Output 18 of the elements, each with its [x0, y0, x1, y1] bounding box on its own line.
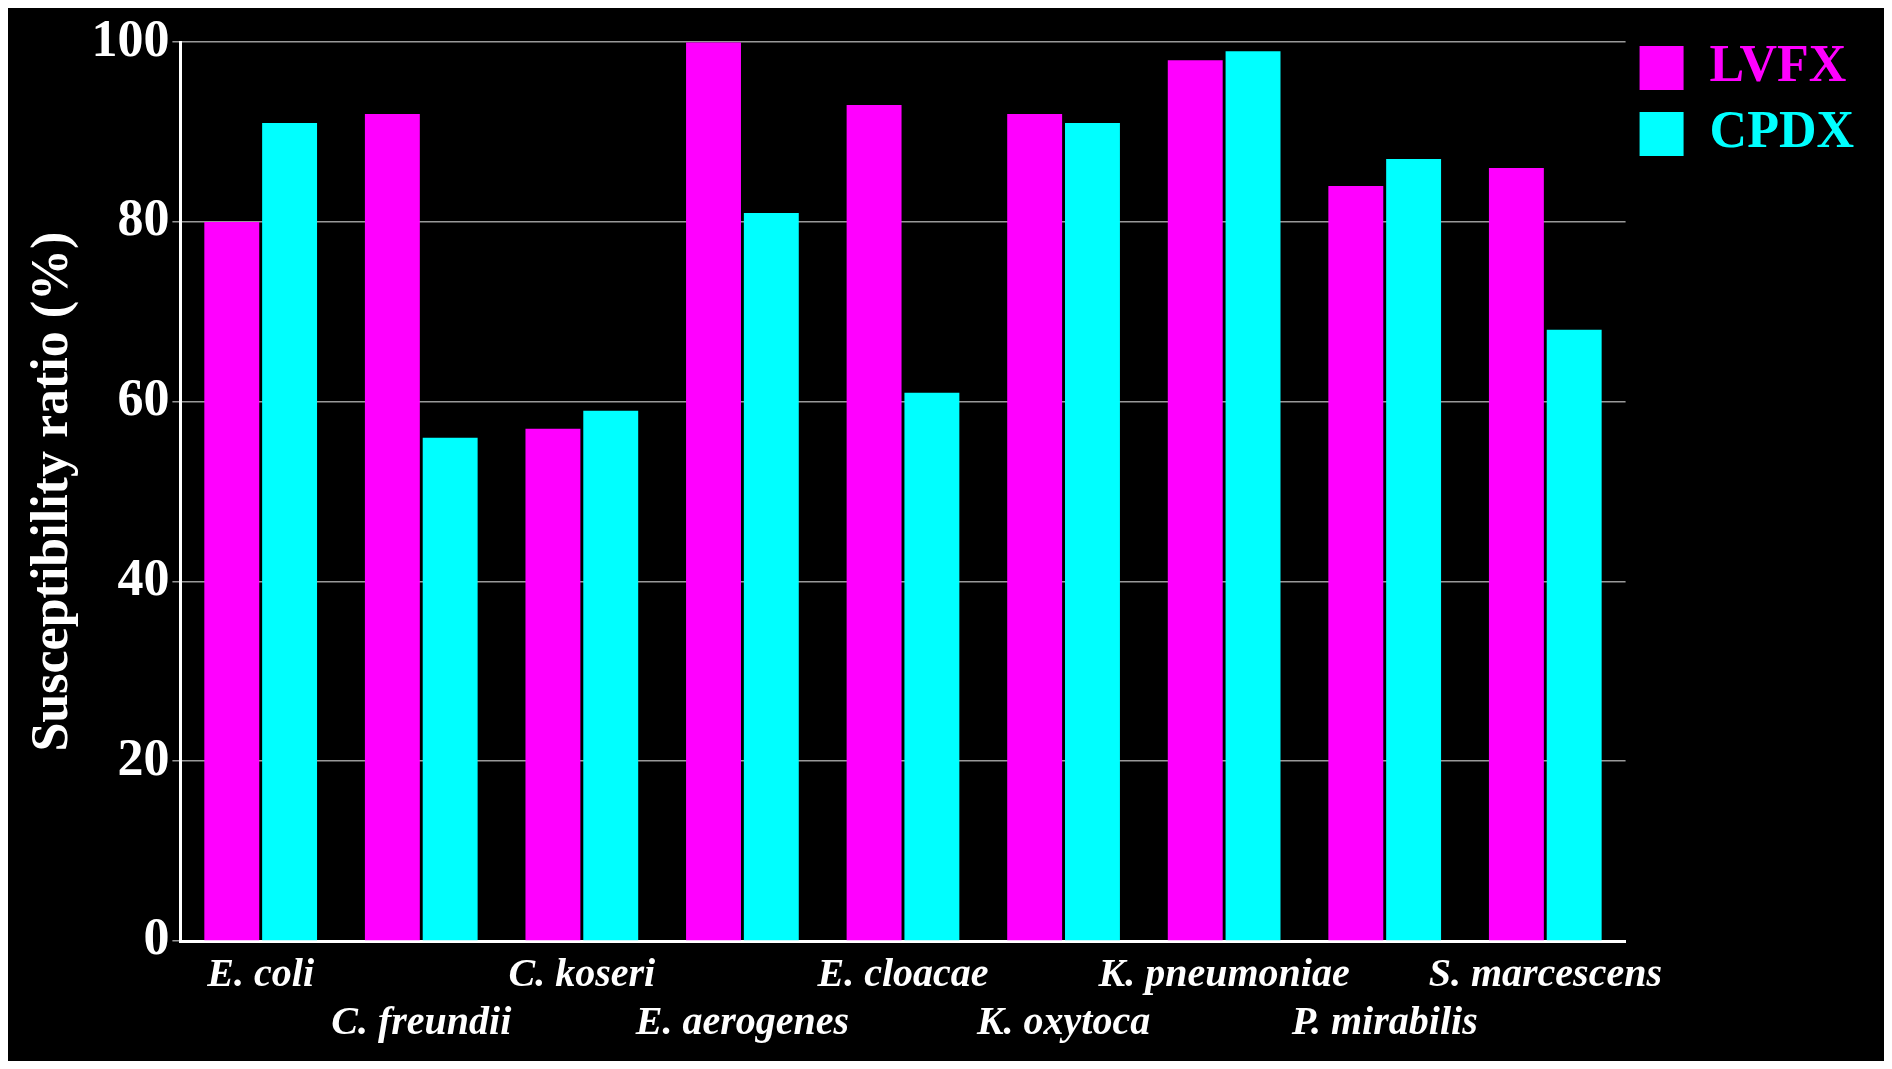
y-tick-label: 80 [117, 189, 170, 247]
x-tick-label: C. freundii [331, 998, 512, 1044]
x-tick-label: E. aerogenes [634, 998, 850, 1044]
legend-label: CPDX [1709, 101, 1854, 159]
y-tick-label: 20 [117, 728, 170, 786]
x-tick-label: P. mirabilis [1290, 998, 1478, 1044]
y-tick-label: 40 [117, 548, 170, 606]
x-tick-label: S. marcescens [1428, 950, 1662, 996]
x-tick-label: K. pneumoniae [1097, 950, 1350, 996]
y-axis-title: Susceptibility ratio (%) [20, 231, 79, 752]
x-tick-label: K. oxytoca [975, 998, 1151, 1044]
y-tick-label: 0 [143, 908, 170, 966]
x-tick-label: E. cloacae [816, 950, 989, 996]
y-tick-label: 100 [91, 9, 170, 67]
x-tick-label: E. coli [206, 950, 315, 996]
x-tick-label: C. koseri [508, 950, 656, 996]
y-tick-label: 60 [117, 369, 170, 427]
legend-label: LVFX [1709, 35, 1847, 93]
